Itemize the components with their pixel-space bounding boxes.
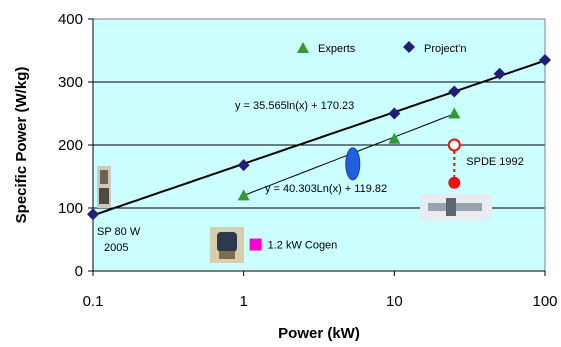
photo-detail — [219, 251, 235, 259]
experts-point — [237, 189, 250, 201]
projection-point — [388, 107, 401, 120]
photo-detail — [446, 198, 456, 216]
x-axis: 0.1 1 10 100 — [83, 270, 558, 310]
sp80w-photo-image — [97, 166, 111, 208]
legend-experts-marker — [297, 42, 309, 53]
annotations: SP 80 W 2005 1.2 kW Cogen SPDE 1992 — [97, 138, 524, 254]
sp80w-label: SP 80 W — [97, 226, 141, 238]
legend-projection-label: Project'n — [424, 43, 466, 55]
projection-point — [493, 67, 506, 80]
trendline-equation: y = 40.303Ln(x) + 119.82 — [265, 183, 387, 195]
spde-open-circle — [447, 138, 461, 152]
photo-detail — [100, 170, 108, 184]
y-tick-label: 300 — [58, 74, 83, 91]
experts-point — [448, 107, 461, 119]
legend-experts-label: Experts — [318, 43, 356, 55]
y-axis-title: Specific Power (W/kg) — [13, 67, 30, 224]
data-marks — [87, 53, 551, 221]
cogen-square-marker — [249, 238, 262, 251]
spde-label: SPDE 1992 — [466, 156, 523, 168]
x-axis-title: Power (kW) — [278, 325, 360, 342]
y-tick-label: 0 — [75, 263, 83, 280]
cogen-photo-image — [210, 227, 244, 263]
photo-detail — [217, 232, 237, 252]
blue-ellipse — [345, 147, 361, 181]
y-axis: 0 100 200 300 400 — [58, 11, 94, 280]
photo-images — [97, 166, 492, 263]
x-tick-label: 100 — [532, 293, 557, 310]
trendlines: y = 35.565ln(x) + 170.23 y = 40.303Ln(x) … — [92, 59, 546, 217]
trendline-equation: y = 35.565ln(x) + 170.23 — [235, 100, 354, 112]
trendline — [92, 59, 546, 217]
legend-projection-marker — [403, 41, 415, 53]
y-tick-label: 400 — [58, 11, 83, 28]
experts-point — [388, 132, 401, 144]
y-tick-label: 100 — [58, 200, 83, 217]
projection-point — [539, 53, 551, 66]
x-tick-label: 1 — [239, 293, 247, 310]
x-tick-label: 0.1 — [83, 293, 104, 310]
year-label: 2005 — [104, 242, 128, 254]
projection-point — [87, 208, 99, 221]
legend: Experts Project'n — [297, 41, 466, 55]
photo-detail — [99, 188, 109, 204]
x-tick-label: 10 — [386, 293, 403, 310]
cogen-label: 1.2 kW Cogen — [268, 240, 338, 252]
projection-point — [237, 159, 250, 172]
spde-photo-image — [420, 194, 492, 220]
spde-filled-circle — [448, 176, 461, 189]
y-tick-label: 200 — [58, 137, 83, 154]
projection-point — [448, 85, 461, 98]
